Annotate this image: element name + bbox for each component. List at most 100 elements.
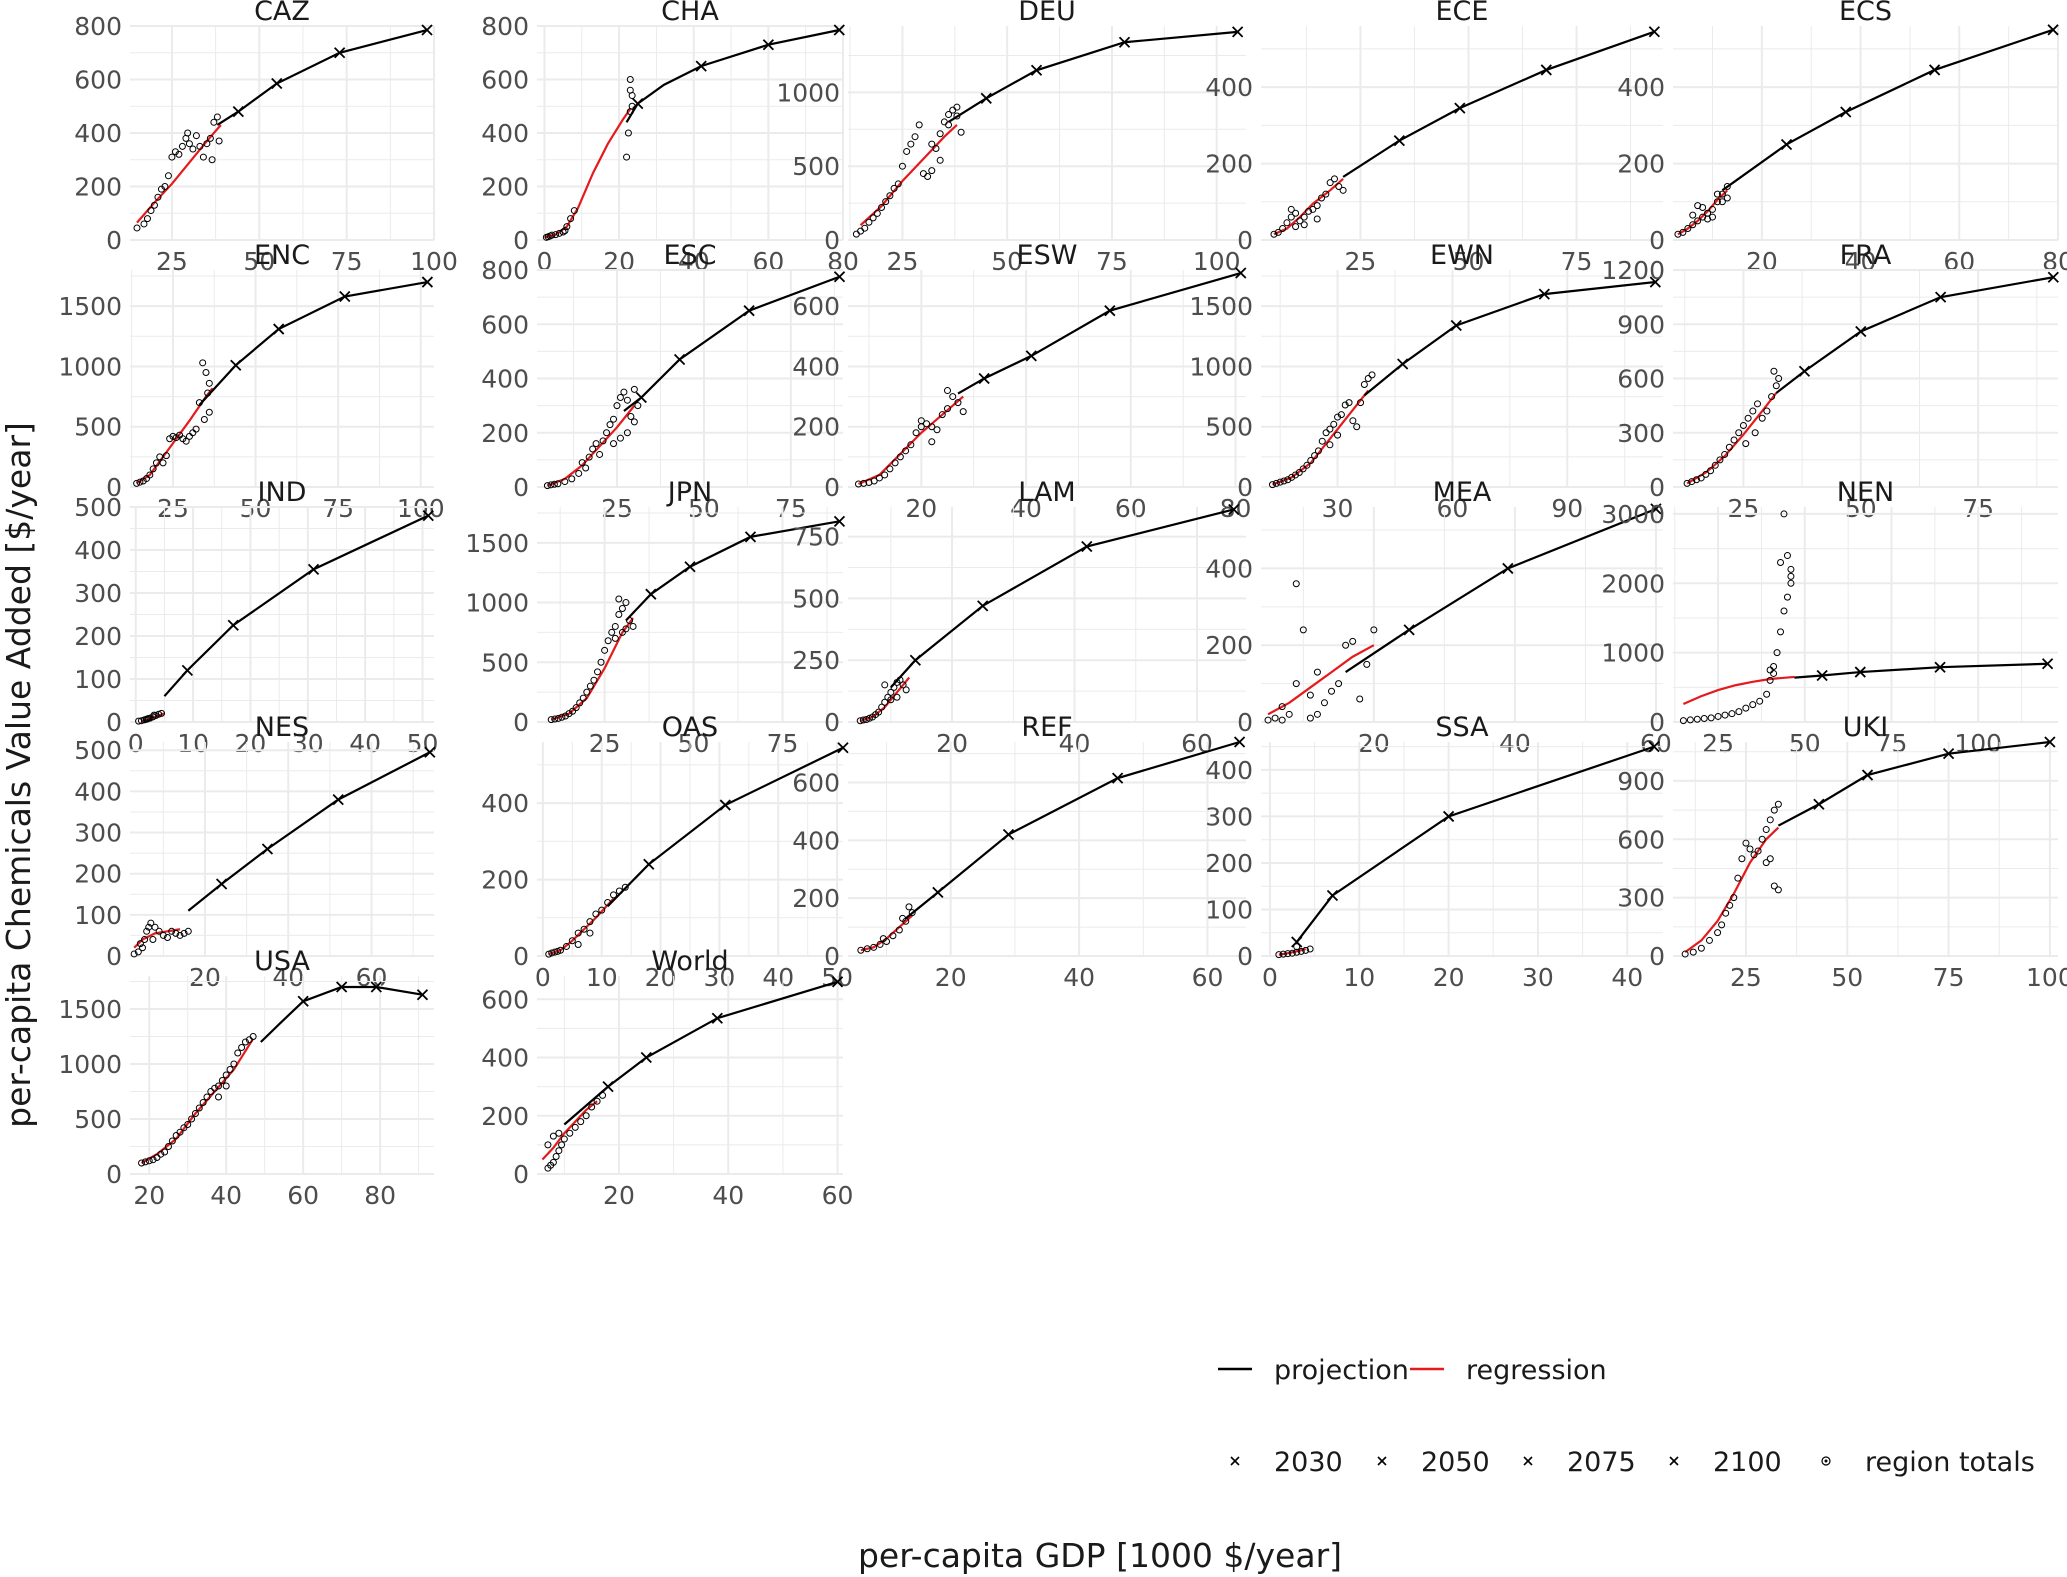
y-tick-label: 500: [74, 1105, 122, 1134]
region-total-point: [134, 948, 142, 956]
region-total-point: [1756, 697, 1764, 705]
region-total-point: [589, 445, 597, 453]
region-total-point: [560, 1135, 568, 1143]
region-total-point: [149, 465, 157, 473]
x-tick-label: 10: [177, 729, 209, 758]
region-total-point: [882, 198, 890, 206]
region-total-point: [623, 396, 631, 404]
region-total-point: [561, 227, 569, 235]
y-tick-label: 0: [1649, 473, 1665, 502]
y-tick-label: 400: [481, 365, 529, 394]
panel-title: SSA: [1435, 712, 1489, 743]
region-total-point: [610, 415, 617, 423]
region-total-point: [1725, 443, 1733, 451]
y-tick-label: 800: [481, 12, 529, 41]
projection-line: [1775, 276, 2054, 394]
y-tick-label: 0: [106, 942, 122, 971]
y-tick-label: 0: [824, 708, 840, 737]
region-total-point: [1694, 217, 1702, 225]
y-tick-label: 200: [792, 413, 840, 442]
region-total-point: [1742, 704, 1750, 712]
region-total-point: [159, 931, 167, 939]
projection-line: [1794, 662, 2048, 679]
regression-line: [859, 124, 958, 227]
x-tick-label: 25: [1345, 247, 1377, 276]
region-total-point: [1278, 716, 1286, 724]
panel-title: DEU: [1018, 0, 1076, 27]
projection-line: [606, 746, 844, 908]
region-total-point: [162, 452, 170, 460]
x-tick-label: 40: [1010, 494, 1042, 523]
y-tick-label: 0: [513, 1160, 529, 1189]
x-tick-label: 30: [1522, 963, 1554, 992]
region-total-point: [155, 927, 163, 935]
year-marker: [909, 654, 921, 666]
y-tick-label: 0: [1237, 226, 1253, 255]
y-tick-label: 900: [1617, 767, 1665, 796]
x-tick-label: 20: [1358, 729, 1390, 758]
y-tick-label: 500: [481, 648, 529, 677]
region-total-point: [241, 1038, 249, 1046]
region-total-point: [1296, 217, 1304, 225]
x-tick-label: 100: [410, 247, 458, 276]
region-total-point: [634, 402, 642, 410]
region-total-point: [1693, 715, 1701, 723]
region-total-point: [1328, 687, 1336, 695]
region-total-point: [150, 201, 158, 209]
y-tick-label: 400: [792, 826, 840, 855]
region-total-point: [185, 140, 193, 148]
y-tick-label: 1200: [1601, 256, 1665, 285]
region-total-point: [1758, 414, 1766, 422]
regression-line: [133, 928, 181, 949]
x-tick-label: 20: [189, 963, 221, 992]
x-tick-label: 30: [292, 729, 324, 758]
region-total-point: [622, 625, 630, 633]
region-total-point: [1311, 452, 1319, 460]
region-total-point: [184, 1121, 192, 1128]
projection-line: [947, 30, 1238, 123]
region-total-point: [911, 133, 919, 141]
year-marker: [297, 995, 309, 1007]
y-tick-label: 600: [792, 292, 840, 321]
x-tick-label: 75: [767, 729, 799, 758]
region-total-point: [928, 140, 936, 148]
x-tick-label: 60: [1115, 494, 1147, 523]
region-total-point: [1762, 826, 1770, 834]
region-total-point: [1299, 626, 1307, 634]
region-total-point: [618, 628, 626, 636]
panel-title: OAS: [662, 712, 718, 743]
region-total-point: [860, 479, 868, 487]
regression-line: [1272, 389, 1370, 486]
y-tick-label: 400: [1205, 73, 1253, 102]
region-total-point: [1287, 205, 1295, 213]
region-total-point: [548, 231, 556, 239]
region-total-point: [1330, 175, 1338, 183]
y-tick-label: 200: [481, 1102, 529, 1131]
region-total-point: [903, 147, 911, 155]
region-total-point: [1679, 228, 1687, 236]
region-total-point: [615, 595, 623, 603]
region-total-point: [1774, 886, 1782, 894]
regression-line: [1273, 178, 1344, 236]
region-total-point: [184, 129, 192, 137]
projection-line: [1721, 28, 2054, 192]
region-total-point: [1278, 703, 1286, 711]
y-tick-label: 100: [1205, 895, 1253, 924]
year-marker: [978, 372, 990, 385]
panel-title: ESC: [663, 240, 716, 271]
x-tick-label: 50: [1789, 729, 1821, 758]
region-total-point: [192, 425, 200, 433]
region-total-point: [199, 1099, 207, 1106]
region-total-point: [944, 387, 951, 395]
year-marker: [1104, 305, 1116, 317]
region-total-point: [865, 714, 873, 722]
year-marker: [422, 509, 434, 522]
region-total-point: [627, 412, 635, 420]
region-total-point: [899, 681, 907, 689]
x-tick-label: 80: [827, 247, 859, 276]
year-marker: [977, 600, 989, 612]
regression-line: [541, 1100, 598, 1161]
